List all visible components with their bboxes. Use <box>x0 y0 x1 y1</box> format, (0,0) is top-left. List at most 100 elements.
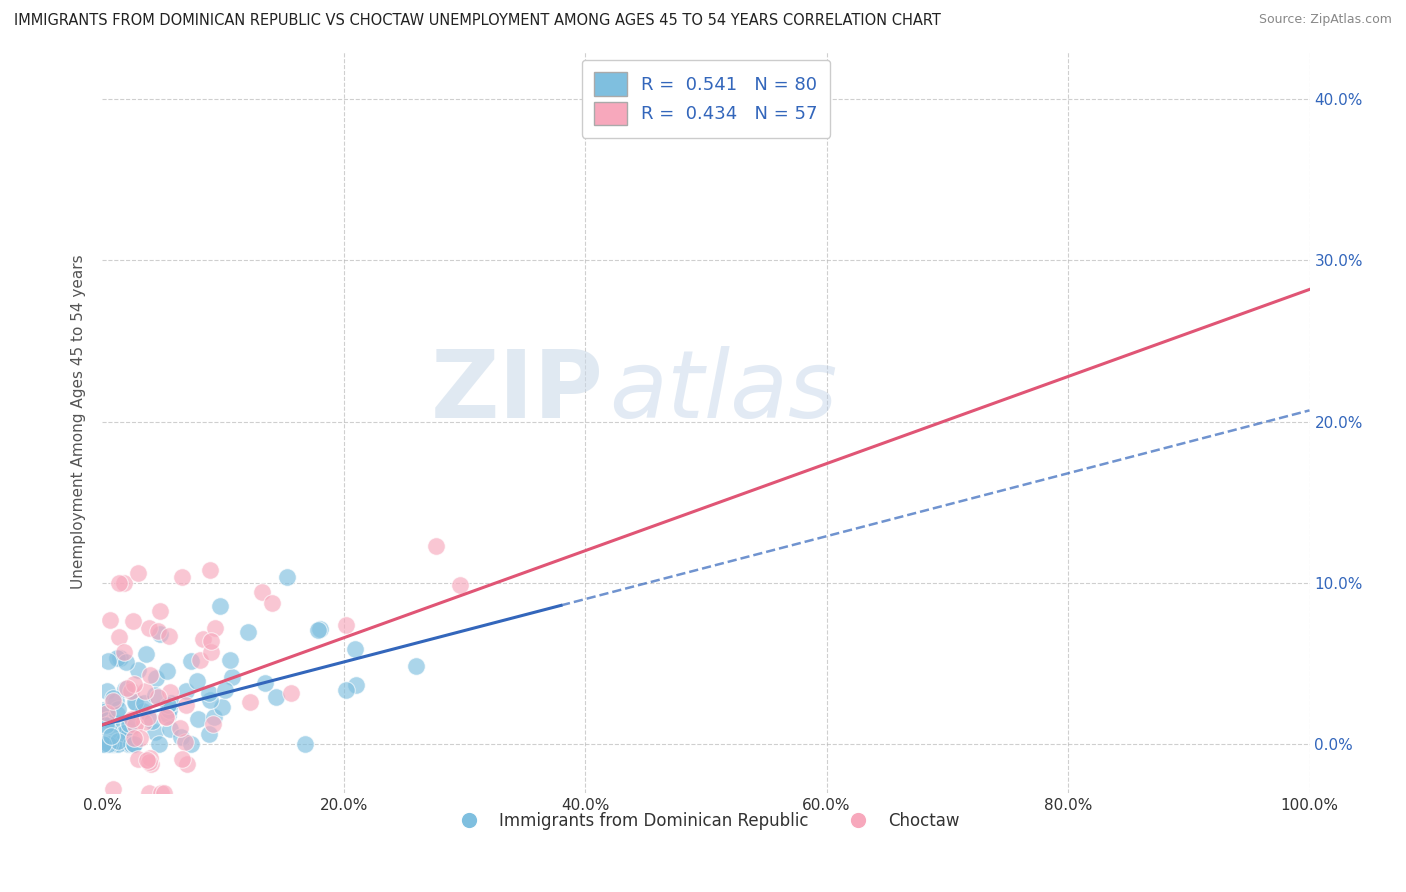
Point <box>176 698 198 712</box>
Point <box>117 737 139 751</box>
Point <box>94 737 117 751</box>
Point <box>174 684 197 698</box>
Point <box>276 570 298 584</box>
Point <box>96 713 118 727</box>
Point <box>252 585 274 599</box>
Point <box>139 751 162 765</box>
Point <box>100 613 122 627</box>
Point <box>112 576 135 591</box>
Point <box>159 697 181 711</box>
Point <box>145 688 167 702</box>
Point <box>157 703 180 717</box>
Point <box>221 670 243 684</box>
Text: ZIP: ZIP <box>430 346 603 438</box>
Point <box>118 717 141 731</box>
Point <box>134 697 156 711</box>
Point <box>172 752 194 766</box>
Point <box>115 655 138 669</box>
Point <box>169 722 191 736</box>
Point <box>170 730 193 744</box>
Point <box>155 710 177 724</box>
Point <box>107 576 129 591</box>
Point <box>146 624 169 639</box>
Point <box>105 715 128 730</box>
Point <box>124 695 146 709</box>
Point <box>127 752 149 766</box>
Point <box>100 715 122 730</box>
Point <box>104 694 127 708</box>
Point <box>107 701 129 715</box>
Point <box>157 708 180 723</box>
Point <box>136 753 159 767</box>
Point <box>159 685 181 699</box>
Point <box>191 632 214 646</box>
Point <box>148 737 170 751</box>
Point <box>122 737 145 751</box>
Point <box>120 737 142 751</box>
Point <box>96 684 118 698</box>
Point <box>264 690 287 704</box>
Point <box>214 683 236 698</box>
Point <box>138 755 160 769</box>
Point <box>236 625 259 640</box>
Point <box>198 563 221 577</box>
Point <box>149 604 172 618</box>
Point <box>108 630 131 644</box>
Point <box>115 681 138 695</box>
Point <box>114 681 136 696</box>
Text: Source: ZipAtlas.com: Source: ZipAtlas.com <box>1258 13 1392 27</box>
Point <box>254 676 277 690</box>
Point <box>105 651 128 665</box>
Point <box>180 737 202 751</box>
Text: IMMIGRANTS FROM DOMINICAN REPUBLIC VS CHOCTAW UNEMPLOYMENT AMONG AGES 45 TO 54 Y: IMMIGRANTS FROM DOMINICAN REPUBLIC VS CH… <box>14 13 941 29</box>
Point <box>97 723 120 738</box>
Point <box>112 726 135 740</box>
Point <box>150 786 173 800</box>
Point <box>94 718 117 732</box>
Point <box>159 722 181 736</box>
Point <box>239 694 262 708</box>
Point <box>449 577 471 591</box>
Point <box>98 737 121 751</box>
Point <box>97 654 120 668</box>
Point <box>129 731 152 746</box>
Point <box>103 737 125 751</box>
Point <box>103 737 125 751</box>
Point <box>121 712 143 726</box>
Point <box>115 723 138 738</box>
Point <box>309 622 332 636</box>
Point <box>200 645 222 659</box>
Point <box>219 653 242 667</box>
Point <box>262 596 284 610</box>
Point <box>105 706 128 721</box>
Point <box>127 663 149 677</box>
Point <box>335 618 357 632</box>
Point <box>103 691 125 706</box>
Point <box>307 623 329 637</box>
Point <box>143 724 166 739</box>
Point <box>294 737 316 751</box>
Point <box>186 674 208 689</box>
Point <box>136 710 159 724</box>
Point <box>146 690 169 704</box>
Point <box>93 737 115 751</box>
Point <box>204 621 226 635</box>
Point <box>198 727 221 741</box>
Point <box>139 667 162 681</box>
Point <box>107 737 129 751</box>
Point <box>124 737 146 751</box>
Point <box>170 570 193 584</box>
Point <box>101 781 124 796</box>
Point <box>405 659 427 673</box>
Point <box>200 634 222 648</box>
Point <box>188 652 211 666</box>
Point <box>344 641 367 656</box>
Point <box>141 714 163 729</box>
Point <box>211 700 233 714</box>
Point <box>148 627 170 641</box>
Point <box>201 717 224 731</box>
Point <box>335 682 357 697</box>
Text: atlas: atlas <box>609 346 838 437</box>
Point <box>344 678 367 692</box>
Point <box>134 715 156 730</box>
